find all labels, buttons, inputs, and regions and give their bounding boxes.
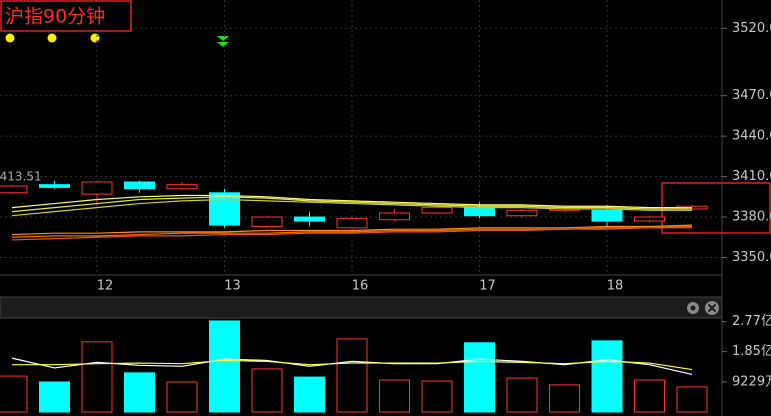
candle-body [209,192,240,226]
signal-arrow [217,36,229,47]
moving-average-line [11,196,692,213]
candle-body [634,216,665,222]
candle-body [39,184,70,188]
volume-bar [294,376,325,413]
volume-bar [251,368,283,413]
y-tick-label: 1.85亿 [732,344,771,359]
candle-body [336,217,368,229]
moving-average-line [11,224,693,236]
volume-bar [549,384,580,413]
volume-bar [591,340,623,413]
signal-dot [90,33,100,43]
volume-bar [464,342,495,413]
candle-body [0,185,28,194]
y-tick-label: 3380.00 [732,210,771,225]
volume-bar [39,381,70,413]
y-tick-label: 2.77亿 [732,314,771,329]
candle-body [421,207,453,214]
signal-dot [47,33,57,43]
y-tick-label: 3470.00 [732,88,771,103]
x-tick-label: 13 [224,279,241,294]
settings-icon-hole [690,305,696,311]
volume-bar [379,379,410,413]
volume-bar [124,372,155,413]
y-tick-label: 3350.00 [732,250,771,265]
volume-bar [336,338,368,413]
chart-title: 沪指90分钟 [5,6,105,28]
x-tick-label: 18 [607,279,624,294]
volume-bar [634,379,665,413]
signal-dot [5,33,15,43]
candle-body [166,184,198,190]
candle-body [124,181,155,190]
volume-bar [209,320,240,413]
candle-body [294,216,325,222]
candle-body [464,207,495,217]
volume-bar [676,386,708,413]
y-tick-label: 3410.00 [732,169,771,184]
candle-body [379,212,410,221]
candle-body [506,209,538,217]
moving-average-line [12,359,693,371]
close-icon-x [707,303,717,313]
volume-bar [506,377,538,413]
y-tick-label: 9229万 [732,374,771,389]
x-tick-label: 12 [97,279,114,294]
volume-header [0,296,723,319]
y-tick-label: 3520.00 [732,21,771,36]
x-tick-label: 16 [352,279,369,294]
moving-average-line [11,357,693,376]
volume-bar [166,381,198,413]
moving-average-line [11,227,692,241]
candle-body [591,209,623,222]
x-tick-label: 17 [479,279,496,294]
y-tick-label: 3440.00 [732,129,771,144]
volume-bar [81,341,113,413]
candle-body [251,216,283,227]
candle-body [81,181,113,195]
moving-average-line [11,194,692,209]
volume-bar [421,380,453,413]
last-price-label: 3413.51 [0,170,42,184]
moving-average-line [11,198,692,217]
volume-bar [0,375,28,413]
title-box [0,0,132,32]
